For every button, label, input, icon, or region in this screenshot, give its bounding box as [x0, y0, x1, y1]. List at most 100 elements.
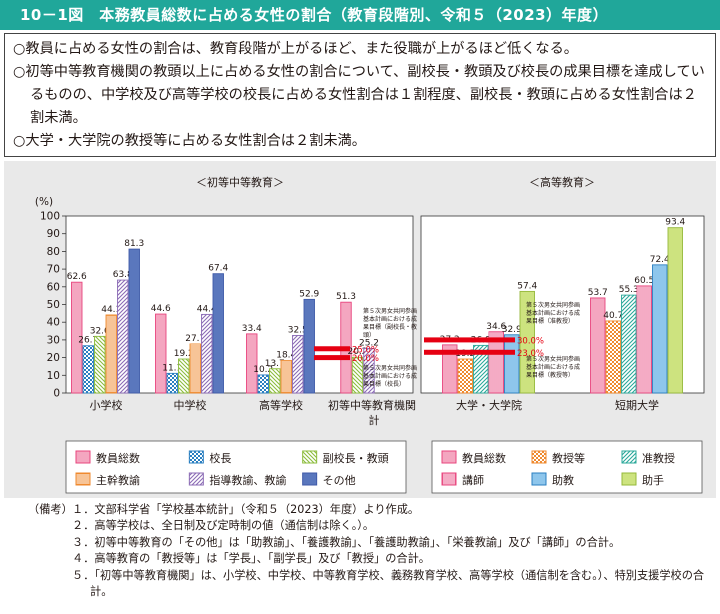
y-tick-label: 40 — [47, 317, 60, 329]
left-target-note-upper: 第５次男女共同参画 — [363, 307, 417, 315]
left-bar-value: 20.2 — [347, 347, 367, 357]
right-target-note-upper: 果目標（准教授） — [526, 317, 574, 325]
left-category-label: 高等学校 — [259, 398, 303, 412]
right-legend-swatch — [621, 450, 637, 464]
left-bar-value: 52.9 — [299, 289, 319, 299]
left-bar-value: 67.4 — [208, 264, 228, 274]
right-target-note-lower: 第５次男女共同参画 — [526, 355, 580, 363]
right-legend-label: 助手 — [642, 473, 664, 487]
right-bar-value: 60.5 — [634, 276, 654, 286]
right-bar — [442, 344, 458, 394]
right-target-note-upper: 第５次男女共同参画 — [526, 301, 580, 309]
right-bar — [605, 320, 621, 394]
left-bar — [166, 372, 178, 394]
right-bar — [504, 334, 520, 394]
right-bar-value: 72.4 — [650, 255, 670, 265]
right-legend-label: 准教授 — [642, 451, 675, 465]
right-bar-value: 34.6 — [486, 322, 506, 332]
note-1: １．文部科学省「学校基本統計」（令和５（2023）年度）より作成。 — [72, 503, 420, 516]
left-legend-swatch — [302, 450, 318, 464]
note-5: ５．「初等中等教育機関」は、小学校、中学校、中等教育学校、義務教育学校、高等学校… — [72, 568, 705, 599]
right-panel-title: ＜高等教育＞ — [529, 175, 595, 189]
right-legend-swatch — [531, 472, 547, 486]
left-target-note-upper: 頭） — [363, 332, 375, 339]
left-panel-title: ＜初等中等教育＞ — [196, 175, 284, 189]
chart-svg: 0 10 20 30 40 50 60 70 80 90 100 (%) ＜初等中等教育＞ ＜高等教育＞ 6… — [35, 175, 705, 494]
left-bar-value: 44.6 — [151, 304, 171, 314]
left-bar — [303, 298, 315, 394]
left-bar-value: 26.7 — [78, 336, 98, 346]
left-bar — [363, 347, 375, 394]
left-legend-swatch — [75, 450, 91, 464]
left-target-note-upper: 基本計画における成 — [363, 315, 417, 323]
right-legend-label: 教員総数 — [462, 451, 506, 465]
left-bar-value: 25.2 — [359, 338, 379, 348]
left-bar — [105, 314, 117, 394]
note-2: ２．高等学校は、全日制及び定時制の値（通信制は除く。）。 — [72, 519, 375, 533]
summary-item-2: ○初等中等教育機関の教頭以上に占める女性の割合について、副校長・教頭及び校長の成… — [13, 64, 705, 126]
left-bar-value: 19.2 — [174, 349, 194, 359]
summary-item-1: ○教員に占める女性の割合は、教育段階が上がるほど、また役職が上がるほど低くなる。 — [13, 41, 578, 57]
right-category-label: 短期大学 — [615, 398, 659, 412]
left-bar — [117, 279, 129, 394]
left-target-label: 20.0% — [352, 354, 379, 364]
right-bar — [621, 294, 637, 394]
left-bar-value: 13.7 — [265, 359, 285, 369]
notes-row: （備考） １．文部科学省「学校基本統計」（令和５（2023）年度）より作成。 ２… — [28, 502, 718, 600]
left-bar-value: 32.0 — [90, 326, 110, 336]
y-tick-label: 70 — [47, 264, 60, 276]
note-3: ３．初等中等教育の「その他」は「助教諭」、「養護教諭」、「養護助教諭」、「栄養教… — [72, 535, 621, 549]
left-target-note-upper: 果目標（副校長・教 — [363, 323, 417, 331]
right-legend-swatch — [441, 472, 457, 486]
figure-title: 10－1図 本務教員総数に占める女性の割合（教育段階別、令和５（2023）年度） — [0, 0, 720, 30]
left-bar — [246, 333, 258, 394]
left-bar-value: 44.4 — [197, 304, 217, 314]
left-bar-value: 11.1 — [162, 363, 182, 373]
right-bar-value: 93.4 — [665, 218, 685, 228]
left-bar-value: 27.7 — [185, 334, 205, 344]
left-bar — [71, 281, 83, 394]
chart-area: 0 10 20 30 40 50 60 70 80 90 100 (%) ＜初等中等教育＞ ＜高等教育＞ 6… — [4, 161, 716, 498]
right-target-note-lower: 果目標（教授等） — [526, 371, 574, 379]
left-target-note-lower: 果目標（校長） — [363, 380, 405, 388]
left-bar — [257, 374, 269, 394]
left-legend-label: 副校長・教頭 — [323, 451, 389, 465]
right-category-label: 大学・大学院 — [456, 398, 522, 412]
left-category-label: 計 — [369, 413, 380, 427]
left-bar — [82, 345, 94, 394]
right-bar-value: 53.7 — [588, 288, 608, 298]
notes: （備考） １．文部科学省「学校基本統計」（令和５（2023）年度）より作成。 ２… — [28, 502, 718, 600]
right-bar — [457, 358, 473, 394]
notes-list: １．文部科学省「学校基本統計」（令和５（2023）年度）より作成。 ２．高等学校… — [72, 502, 718, 600]
right-bar — [488, 331, 504, 394]
right-legend-swatch — [441, 450, 457, 464]
left-bar — [155, 313, 167, 394]
left-category-label: 小学校 — [90, 398, 123, 412]
left-target-line — [314, 355, 350, 361]
right-target-note-upper: 基本計画における成 — [526, 309, 580, 317]
right-bar-value: 40.7 — [603, 311, 623, 321]
left-bar — [128, 248, 140, 394]
left-legend-swatch — [188, 472, 204, 486]
left-bar-value: 81.3 — [124, 239, 144, 249]
summary-box: ○教員に占める女性の割合は、教育段階が上がるほど、また役職が上がるほど低くなる。… — [4, 33, 716, 157]
left-legend-swatch — [188, 450, 204, 464]
y-tick-label: 0 — [53, 388, 60, 400]
right-legend-label: 講師 — [462, 473, 484, 487]
right-target-line — [424, 349, 515, 355]
left-target-note-lower: 第５次男女共同参画 — [363, 364, 417, 372]
left-bar-value: 18.4 — [276, 350, 296, 360]
y-tick-label: 100 — [40, 211, 60, 223]
right-bar — [473, 344, 489, 394]
left-legend-label: 校長 — [209, 451, 231, 465]
left-bar — [292, 335, 304, 394]
right-target-label: 23.0% — [517, 349, 544, 359]
left-category-label: 初等中等教育機関 — [328, 398, 416, 412]
right-target-label: 30.0% — [517, 336, 544, 346]
right-legend-swatch — [621, 472, 637, 486]
left-legend-box — [65, 440, 407, 494]
left-bar — [351, 356, 364, 394]
right-bar — [519, 290, 535, 394]
left-bar — [94, 335, 106, 394]
left-bar-value: 33.4 — [242, 324, 262, 334]
